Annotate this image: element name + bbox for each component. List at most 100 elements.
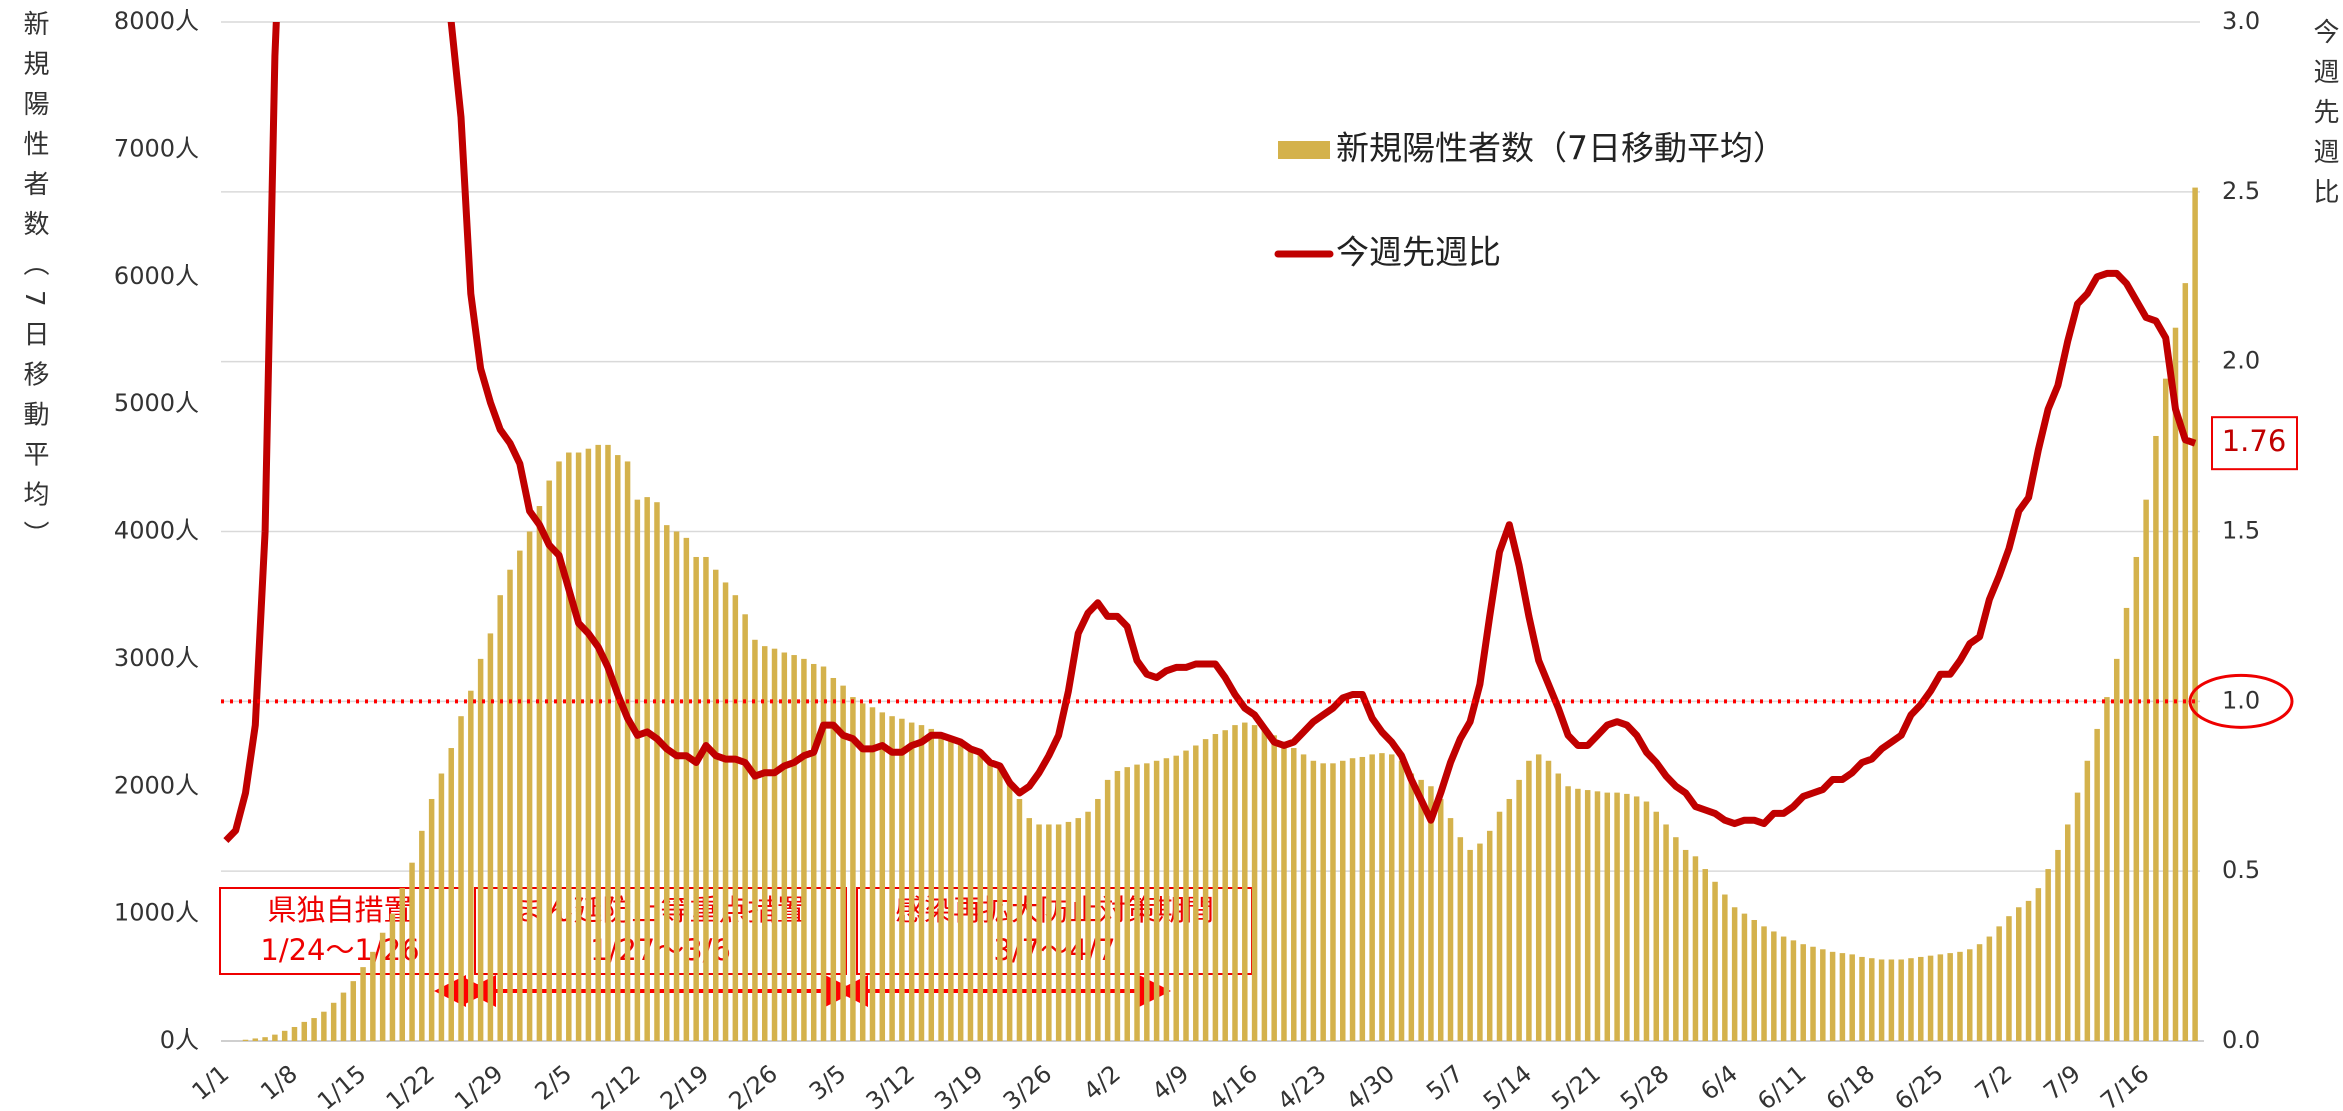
bar <box>840 685 846 1041</box>
bar <box>2192 187 2198 1041</box>
bar <box>468 690 474 1041</box>
bar <box>732 595 739 1041</box>
y2-tick-label: 2.0 <box>2222 347 2260 375</box>
bar <box>458 716 464 1041</box>
bar <box>1369 754 1375 1041</box>
bar <box>1898 959 1904 1041</box>
bar <box>1477 843 1483 1041</box>
bar <box>1222 730 1228 1041</box>
legend-label: 今週先週比 <box>1336 233 1501 272</box>
bar <box>2055 849 2061 1041</box>
x-tick-label: 6/11 <box>1752 1060 1811 1111</box>
bar <box>1095 798 1101 1041</box>
x-tick-label: 3/26 <box>998 1060 1057 1111</box>
bar <box>1976 944 1983 1041</box>
bar <box>497 595 503 1041</box>
bar <box>330 1002 337 1041</box>
bar <box>752 639 758 1041</box>
x-tick-label: 2/5 <box>530 1060 578 1106</box>
y-tick-label: 3000人 <box>114 644 199 672</box>
bar <box>1389 754 1395 1041</box>
bar <box>1457 837 1464 1041</box>
bar <box>399 888 405 1041</box>
bar <box>585 448 592 1041</box>
x-tick-label: 6/25 <box>1889 1060 1948 1111</box>
bar <box>2133 556 2140 1041</box>
bar <box>575 452 582 1042</box>
x-tick-label: 1/8 <box>255 1060 303 1106</box>
bar <box>1810 946 1816 1041</box>
bar <box>1526 760 1532 1041</box>
bar <box>526 531 533 1041</box>
bar <box>2006 916 2012 1041</box>
y2-tick-label: 1.5 <box>2222 517 2260 545</box>
bar <box>1957 951 1963 1041</box>
x-tick-label: 2/12 <box>586 1060 645 1111</box>
bar <box>713 569 719 1041</box>
bar <box>1281 741 1287 1041</box>
bar <box>683 537 690 1041</box>
bar <box>1144 763 1150 1041</box>
bar <box>1937 954 1944 1041</box>
bar <box>879 712 886 1041</box>
bar <box>272 1034 278 1041</box>
x-tick-label: 3/19 <box>929 1060 988 1111</box>
bar <box>291 1026 298 1041</box>
bar <box>487 633 494 1041</box>
x-tick-label: 1/15 <box>312 1060 371 1111</box>
bar <box>1232 725 1238 1041</box>
x-tick-label: 7/9 <box>2038 1060 2086 1106</box>
bar <box>644 497 650 1041</box>
annotation-text: 1/27〜3/6 <box>590 933 731 967</box>
bar <box>566 452 572 1042</box>
bar <box>1849 954 1855 1041</box>
bar <box>2074 792 2081 1041</box>
bar <box>1535 754 1542 1041</box>
bar <box>2123 607 2130 1041</box>
bar <box>1967 949 1973 1041</box>
y2-tick-label: 1.0 <box>2222 686 2260 714</box>
bar <box>1771 931 1777 1041</box>
bar <box>1437 798 1444 1041</box>
bar <box>262 1037 268 1041</box>
y-tick-label: 0人 <box>160 1026 199 1054</box>
bar <box>693 556 699 1041</box>
bar <box>517 550 523 1041</box>
bar <box>2094 728 2100 1041</box>
y2-tick-label: 0.5 <box>2222 856 2260 884</box>
bar <box>1927 955 1934 1041</box>
bar <box>1712 881 1718 1041</box>
bar <box>1359 756 1366 1041</box>
y2-tick-label: 3.0 <box>2222 7 2260 35</box>
annotation-text: 県独自措置 <box>267 893 412 927</box>
x-tick-label: 2/26 <box>724 1060 783 1111</box>
bar <box>761 646 768 1041</box>
bar <box>2153 435 2159 1041</box>
bar <box>556 461 562 1042</box>
bar <box>1761 926 1767 1041</box>
bar <box>1604 792 1611 1041</box>
highlight-ring <box>2188 673 2294 729</box>
bar <box>1633 796 1640 1041</box>
bar <box>1594 791 1601 1041</box>
bar <box>281 1030 288 1041</box>
bar <box>859 703 866 1041</box>
bar <box>1104 779 1111 1041</box>
bar <box>1055 824 1062 1041</box>
bar <box>360 967 366 1041</box>
bar <box>1624 793 1630 1041</box>
bar <box>1800 944 1806 1041</box>
bar <box>350 981 357 1041</box>
bar <box>1702 869 1708 1041</box>
bar <box>977 754 984 1041</box>
x-tick-label: 1/1 <box>187 1060 235 1106</box>
bar <box>1673 837 1679 1041</box>
bar <box>2016 907 2022 1041</box>
y2-tick-label: 2.5 <box>2222 177 2260 205</box>
bar <box>477 658 484 1041</box>
y-tick-label: 2000人 <box>114 771 199 799</box>
x-tick-label: 3/5 <box>804 1060 852 1106</box>
bar <box>2162 378 2169 1041</box>
bar <box>379 932 386 1041</box>
bar <box>781 652 788 1041</box>
